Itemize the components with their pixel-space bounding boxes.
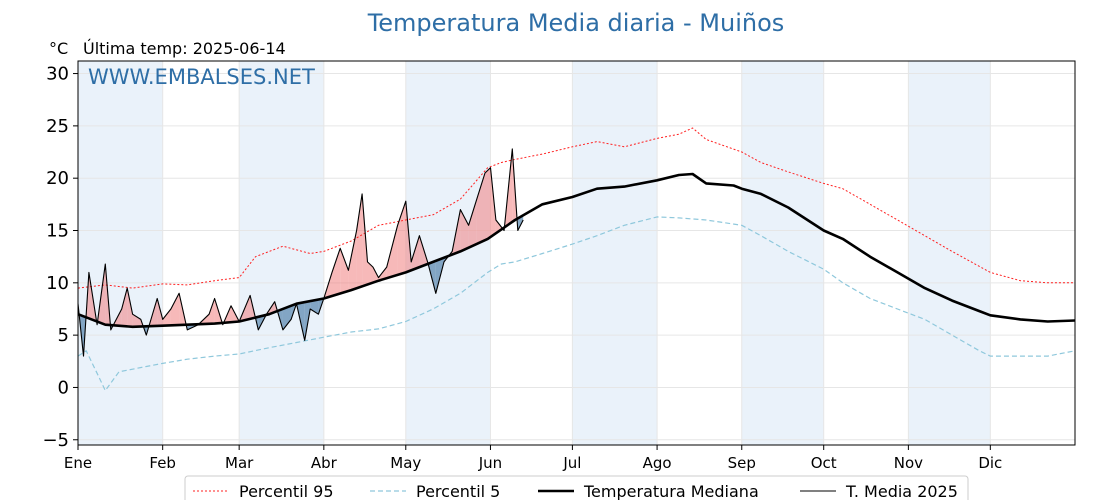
y-tick-label: 0 [58,377,69,398]
month-band [78,61,163,445]
x-tick-label: Sep [728,454,756,472]
x-tick-label: Dic [978,454,1002,472]
series-line-t-media-2025 [77,148,524,357]
anomaly-fill-above [121,288,128,327]
y-tick-label: 25 [46,116,69,137]
legend-label: Percentil 95 [239,482,334,500]
legend-box [184,475,969,500]
y-tick-label: 15 [46,221,69,242]
x-tick-label: Oct [811,454,837,472]
anomaly-fill-above [356,193,363,289]
anomaly-fill-above [162,309,171,326]
x-tick-label: Abr [311,454,338,472]
series-line-percentil-95 [77,127,1075,289]
anomaly-fill-above [348,230,357,291]
last-temp-label: Última temp: 2025-06-14 [83,39,286,58]
x-tick-label: Ene [64,454,92,472]
series-line-temperatura-mediana [77,172,1076,329]
anomaly-fill-above [127,288,133,327]
anomaly-fill-above [386,225,398,279]
plot-frame [77,60,1076,446]
series-line-percentil-5 [77,216,1076,392]
anomaly-fill-below [282,305,292,330]
unit-label: °C [49,39,68,58]
x-tick-label: Jul [562,454,581,472]
series-lines [77,127,1076,392]
watermark: WWW.EMBALSES.NET [88,65,315,89]
anomaly-fill-above [170,293,180,326]
month-band [572,61,658,445]
anomaly-fill-above [132,314,141,327]
anomaly-fill-above [209,298,215,324]
anomaly-fill-above [332,248,341,296]
anomaly-fill-above [340,248,349,294]
y-tick-label: 30 [46,64,69,85]
anomaly-fill-above [485,167,491,241]
anomaly-fill-above [367,261,373,285]
x-tick-label: Feb [149,454,176,472]
anomaly-fill-above [460,209,469,252]
anomaly-fill-above [468,199,477,248]
month-band [741,61,824,445]
anomaly-fill-above [476,173,485,244]
x-tick-label: Jun [478,454,502,472]
legend-label: Temperatura Mediana [583,482,759,500]
y-tick-label: −5 [42,430,69,451]
chart-title: Temperatura Media diaria - Muiños [367,9,785,37]
legend-label: Percentil 5 [416,482,500,500]
y-tick-label: 5 [58,325,69,346]
month-bands [78,61,991,445]
month-band [908,61,991,445]
anomaly-fill-above [373,267,379,283]
y-tick-label: 10 [46,273,69,294]
x-tick-label: Ago [643,454,672,472]
plot-area [77,60,1076,446]
anomaly-fill-above [411,235,420,271]
x-tick-label: May [390,454,421,472]
y-tick-label: 20 [46,168,69,189]
legend: Percentil 95 Percentil 5 Temperatura Media… [184,475,969,500]
anomaly-fill-above [495,220,503,234]
legend-label: T. Media 2025 [845,482,958,500]
x-tick-label: Mar [225,454,254,472]
axes: −5 0 5 10 15 20 25 30 Ene Feb Mar Abr May Jun Jul Ago Se… [42,64,1002,472]
anomaly-fill-below [310,299,319,315]
x-tick-label: Nov [894,454,923,472]
